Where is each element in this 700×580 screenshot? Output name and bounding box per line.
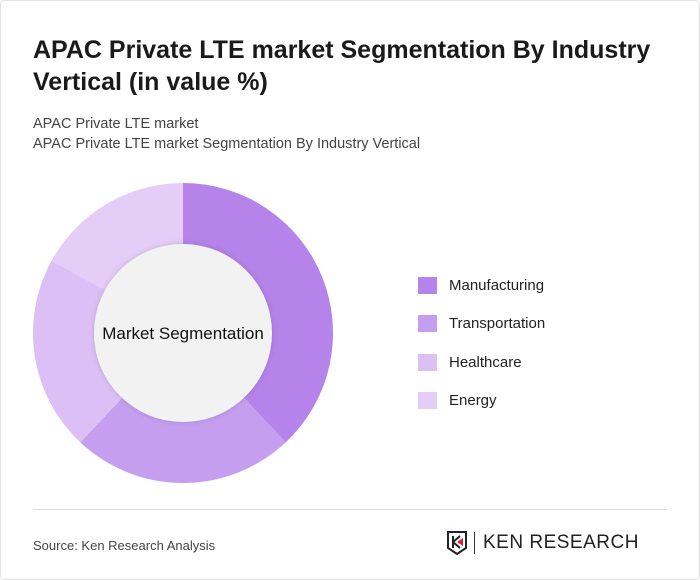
legend-item-manufacturing[interactable]: Manufacturing — [418, 266, 545, 305]
donut-center — [94, 244, 272, 422]
divider — [33, 509, 667, 510]
legend-swatch — [418, 276, 437, 294]
legend-item-healthcare[interactable]: Healthcare — [418, 343, 545, 382]
legend: Manufacturing Transportation Healthcare Ene… — [418, 266, 545, 420]
legend-item-transportation[interactable]: Transportation — [418, 305, 545, 344]
logo-icon — [447, 531, 467, 555]
logo-separator — [474, 532, 475, 554]
slice-healthcare[interactable] — [32, 260, 123, 443]
legend-swatch — [418, 315, 437, 333]
ken-research-logo: KEN RESEARCH — [446, 531, 639, 555]
legend-label: Energy — [449, 392, 497, 410]
legend-label: Transportation — [449, 315, 546, 333]
legend-swatch — [418, 353, 437, 371]
slice-energy[interactable] — [51, 183, 183, 291]
chart-subtitle: APAC Private LTE market — [33, 116, 199, 132]
legend-swatch — [418, 392, 437, 410]
slice-manufacturing[interactable] — [183, 183, 334, 443]
source-note: Source: Ken Research Analysis — [33, 538, 216, 553]
logo-text: KEN RESEARCH — [483, 532, 639, 553]
center-label: Market Segmentation — [102, 324, 264, 343]
chart-subtitle-secondary: APAC Private LTE market Segmentation By … — [33, 136, 421, 152]
legend-label: Healthcare — [449, 353, 522, 371]
legend-label: Manufacturing — [449, 276, 545, 294]
chart-title: APAC Private LTE market Segmentation By … — [33, 36, 651, 96]
slice-transportation[interactable] — [80, 397, 286, 484]
legend-item-energy[interactable]: Energy — [418, 382, 545, 421]
